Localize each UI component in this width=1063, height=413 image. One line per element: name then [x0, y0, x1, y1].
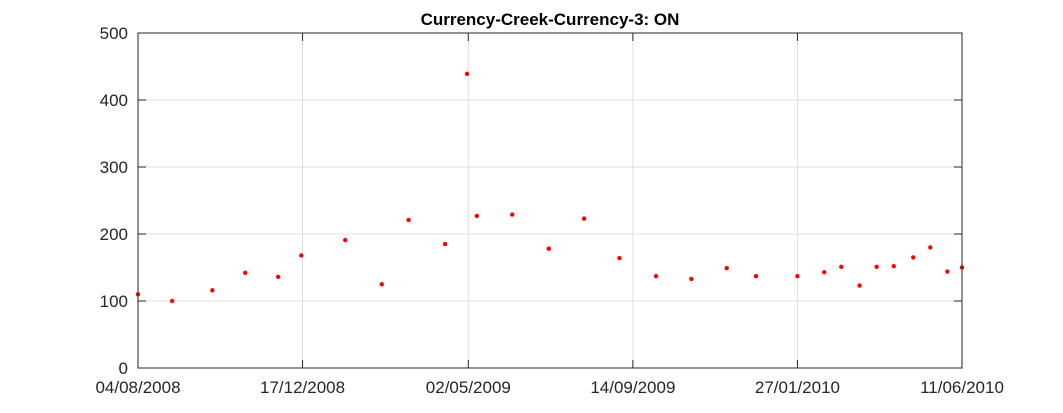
x-tick-label: 17/12/2008	[260, 378, 345, 397]
data-point	[275, 274, 281, 280]
data-point	[299, 253, 304, 258]
data-point	[169, 298, 175, 304]
x-tick-label: 14/09/2009	[590, 378, 675, 397]
y-tick-label: 200	[100, 225, 128, 244]
data-point	[617, 255, 622, 261]
data-point	[724, 265, 729, 271]
data-point	[653, 274, 659, 279]
x-tick-label: 04/08/2008	[95, 378, 180, 397]
tick-marks	[137, 32, 963, 369]
y-tick-label: 100	[100, 292, 128, 311]
y-tick-label: 0	[119, 359, 128, 378]
data-point	[243, 270, 248, 276]
data-point	[546, 246, 551, 251]
plot-frame	[137, 32, 963, 369]
data-point	[795, 274, 800, 279]
chart-title: Currency-Creek-Currency-3: ON	[421, 10, 680, 29]
data-point	[945, 269, 950, 274]
y-tick-label: 300	[100, 158, 128, 177]
data-point	[442, 241, 448, 247]
data-point	[874, 264, 879, 270]
data-point	[474, 213, 480, 219]
data-point	[581, 216, 587, 221]
data-point	[857, 283, 862, 288]
data-point	[379, 282, 384, 287]
plot-area	[138, 33, 962, 368]
x-tick-label: 27/01/2010	[755, 378, 840, 397]
x-tick-label: 02/05/2009	[426, 378, 511, 397]
data-point	[911, 255, 916, 260]
data-point	[343, 237, 348, 243]
data-point	[510, 212, 515, 217]
y-axis-tick-labels: 0 100 200 300 400 500	[100, 24, 128, 378]
data-points	[135, 71, 965, 304]
data-point	[822, 269, 827, 275]
x-tick-label: 11/06/2010	[920, 378, 1004, 397]
data-point	[753, 274, 759, 279]
y-tick-label: 500	[100, 24, 128, 43]
data-point	[928, 245, 933, 250]
data-point	[839, 264, 844, 270]
data-point	[210, 288, 215, 293]
x-axis-tick-labels: 04/08/2008 17/12/2008 02/05/2009 14/09/2009…	[95, 378, 1003, 397]
data-point	[464, 71, 470, 77]
data-point	[406, 217, 411, 223]
y-tick-label: 400	[100, 91, 128, 110]
data-point	[891, 263, 896, 269]
data-point	[689, 276, 694, 282]
